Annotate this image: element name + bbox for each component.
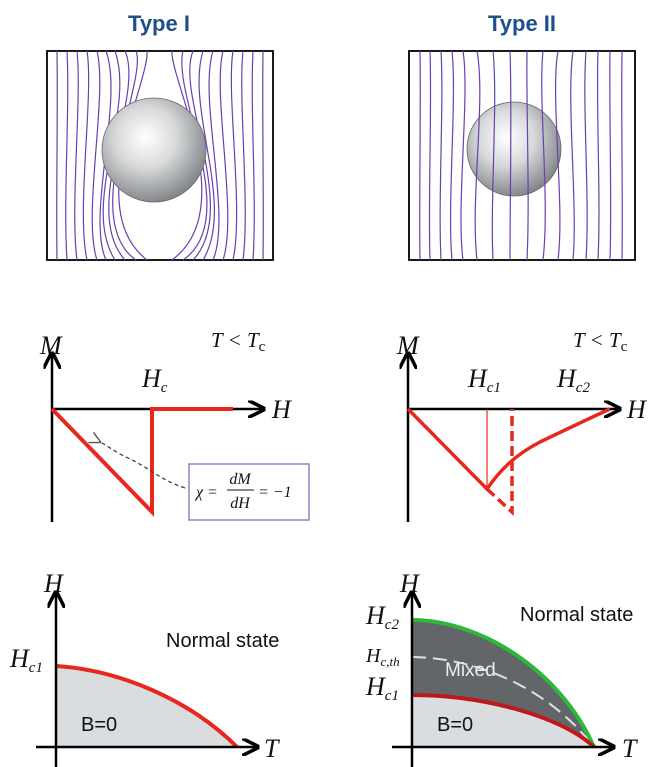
type-i-condition: T < Tc	[211, 328, 266, 355]
type-i-magnetization-curve	[50, 407, 233, 517]
susceptibility-equation: χ = dM dH = −1	[194, 471, 292, 512]
type-i-meissner-label: B=0	[81, 714, 117, 736]
type-ii-mixed-label: Mixed	[445, 660, 496, 681]
type-ii-mixed-region	[412, 620, 594, 747]
type-i-t-axis-label: T	[264, 734, 280, 763]
type-ii-hc2-label: Hc2	[365, 601, 399, 633]
type-ii-title: Type II	[488, 11, 556, 36]
type-ii-normal-label: Normal state	[520, 604, 633, 626]
svg-text:χ =: χ =	[194, 484, 218, 501]
type-i-sphere	[101, 97, 207, 203]
type-ii-magnetization-plot: M H T < Tc Hc1 Hc2	[396, 328, 647, 522]
type-ii-hc1-curve	[411, 693, 596, 749]
type-ii-hcth-curve	[411, 656, 595, 748]
type-ii-h-axis-label: H	[399, 569, 420, 598]
type-i-hc1-curve	[55, 664, 239, 749]
susceptibility-box	[188, 463, 310, 521]
svg-text:dH: dH	[230, 495, 251, 512]
type-i-h-axis-label: H	[43, 569, 64, 598]
type-i-flux-box	[46, 50, 274, 261]
type-ii-h-label: H	[626, 395, 647, 424]
type-ii-meissner-region	[412, 695, 594, 747]
type-i-phase-diagram: H T Hc1 Normal state B=0	[9, 569, 280, 767]
type-ii-flux-box	[408, 50, 636, 261]
type-ii-phase-diagram: H T Hc2 Hc,th Hc1 Normal state Mixed B=0	[365, 569, 638, 767]
type-ii-m-label: M	[396, 331, 420, 360]
type-ii-sphere	[466, 101, 562, 197]
type-i-magnetization-plot: M H T < Tc Hc χ = dM dH = −1	[39, 328, 310, 522]
type-ii-t-axis-label: T	[622, 734, 638, 763]
type-ii-dashed-curve	[485, 409, 514, 516]
type-ii-condition: T < Tc	[573, 328, 628, 355]
type-i-title: Type I	[128, 11, 190, 36]
type-ii-meissner-label: B=0	[437, 714, 473, 736]
type-ii-hcth-label: Hc,th	[365, 645, 400, 669]
svg-text:dM: dM	[229, 471, 252, 488]
type-i-hc1-label: Hc1	[9, 644, 43, 676]
type-ii-magnetization-curve	[406, 407, 611, 492]
type-i-normal-label: Normal state	[166, 630, 279, 652]
type-i-hc-label: Hc	[141, 364, 168, 396]
type-i-m-label: M	[39, 331, 63, 360]
type-i-meissner-region	[56, 666, 237, 747]
type-ii-field-lines	[419, 50, 623, 261]
type-ii-hc2-curve	[411, 618, 596, 748]
type-i-h-label: H	[271, 395, 292, 424]
svg-text:= −1: = −1	[258, 484, 292, 501]
susceptibility-pointer	[100, 442, 186, 489]
type-ii-hc1-label: Hc1	[365, 672, 399, 704]
type-ii-hc1-label: Hc1	[467, 364, 501, 396]
type-ii-hc2-label: Hc2	[556, 364, 590, 396]
